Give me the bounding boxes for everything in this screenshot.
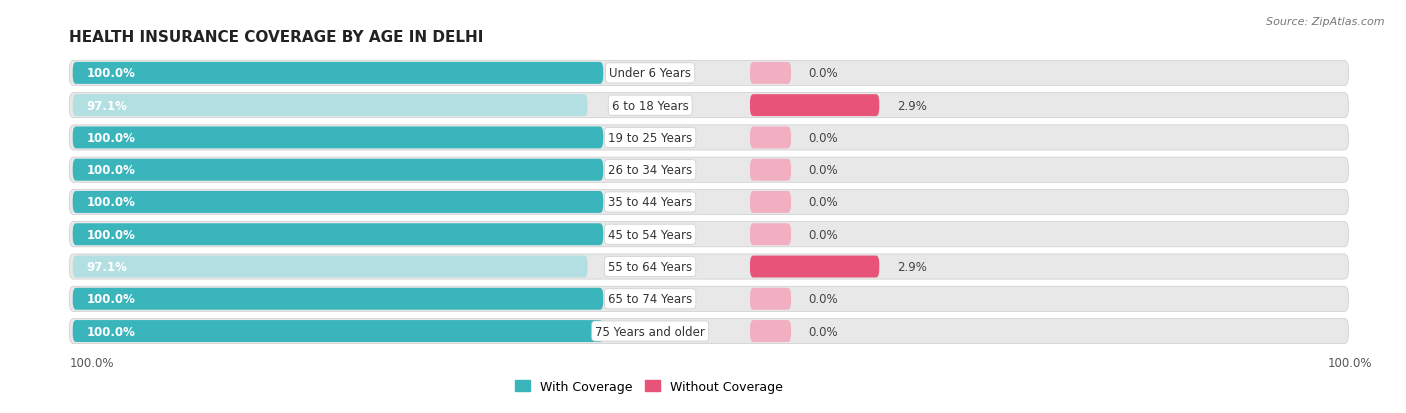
FancyBboxPatch shape [749, 95, 879, 117]
Text: 100.0%: 100.0% [69, 356, 114, 369]
FancyBboxPatch shape [73, 159, 603, 181]
FancyBboxPatch shape [73, 95, 588, 117]
Text: 0.0%: 0.0% [808, 292, 838, 306]
Text: 0.0%: 0.0% [808, 196, 838, 209]
FancyBboxPatch shape [749, 224, 792, 246]
Text: 35 to 44 Years: 35 to 44 Years [609, 196, 692, 209]
FancyBboxPatch shape [73, 288, 603, 310]
Text: 0.0%: 0.0% [808, 228, 838, 241]
FancyBboxPatch shape [69, 61, 1348, 86]
Text: HEALTH INSURANCE COVERAGE BY AGE IN DELHI: HEALTH INSURANCE COVERAGE BY AGE IN DELH… [69, 30, 484, 45]
FancyBboxPatch shape [73, 127, 603, 149]
Text: 0.0%: 0.0% [808, 67, 838, 80]
FancyBboxPatch shape [69, 287, 1348, 312]
Text: 100.0%: 100.0% [87, 228, 136, 241]
FancyBboxPatch shape [73, 224, 603, 246]
FancyBboxPatch shape [69, 254, 1348, 280]
FancyBboxPatch shape [69, 190, 1348, 215]
Text: 45 to 54 Years: 45 to 54 Years [609, 228, 692, 241]
FancyBboxPatch shape [749, 256, 879, 278]
Text: 0.0%: 0.0% [808, 325, 838, 338]
FancyBboxPatch shape [73, 63, 603, 85]
Text: 2.9%: 2.9% [897, 260, 927, 273]
FancyBboxPatch shape [73, 192, 603, 214]
Text: 0.0%: 0.0% [808, 164, 838, 177]
Text: 97.1%: 97.1% [87, 260, 128, 273]
FancyBboxPatch shape [749, 192, 792, 214]
Text: 55 to 64 Years: 55 to 64 Years [609, 260, 692, 273]
Text: 100.0%: 100.0% [87, 292, 136, 306]
Text: 65 to 74 Years: 65 to 74 Years [607, 292, 692, 306]
FancyBboxPatch shape [749, 320, 792, 342]
FancyBboxPatch shape [749, 288, 792, 310]
FancyBboxPatch shape [69, 126, 1348, 151]
Text: 75 Years and older: 75 Years and older [595, 325, 706, 338]
Text: Source: ZipAtlas.com: Source: ZipAtlas.com [1267, 17, 1385, 26]
Text: 26 to 34 Years: 26 to 34 Years [607, 164, 692, 177]
FancyBboxPatch shape [69, 93, 1348, 119]
Text: 2.9%: 2.9% [897, 100, 927, 112]
Text: 100.0%: 100.0% [1327, 356, 1372, 369]
Text: Under 6 Years: Under 6 Years [609, 67, 692, 80]
FancyBboxPatch shape [69, 158, 1348, 183]
Text: 100.0%: 100.0% [87, 67, 136, 80]
FancyBboxPatch shape [69, 222, 1348, 247]
Text: 100.0%: 100.0% [87, 132, 136, 145]
FancyBboxPatch shape [749, 159, 792, 181]
Text: 97.1%: 97.1% [87, 100, 128, 112]
Text: 6 to 18 Years: 6 to 18 Years [612, 100, 689, 112]
FancyBboxPatch shape [73, 320, 603, 342]
Text: 100.0%: 100.0% [87, 196, 136, 209]
Text: 100.0%: 100.0% [87, 325, 136, 338]
Text: 19 to 25 Years: 19 to 25 Years [607, 132, 692, 145]
FancyBboxPatch shape [73, 256, 588, 278]
Text: 0.0%: 0.0% [808, 132, 838, 145]
FancyBboxPatch shape [749, 127, 792, 149]
Legend: With Coverage, Without Coverage: With Coverage, Without Coverage [510, 375, 787, 398]
FancyBboxPatch shape [749, 63, 792, 85]
Text: 100.0%: 100.0% [87, 164, 136, 177]
FancyBboxPatch shape [69, 319, 1348, 344]
